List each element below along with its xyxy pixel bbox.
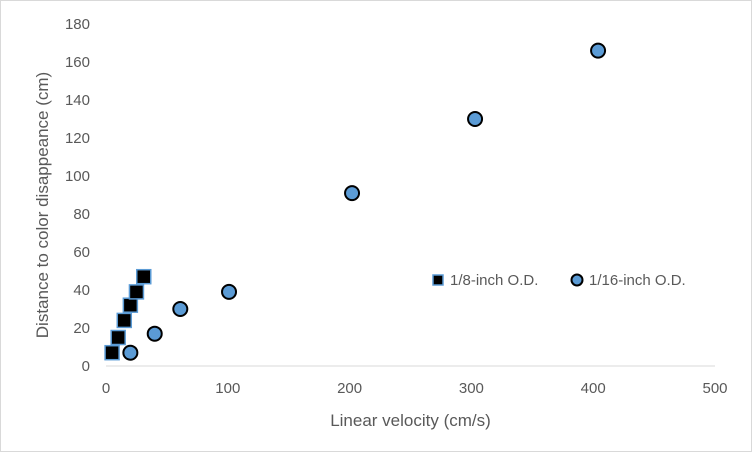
legend-label: 1/16-inch O.D.: [589, 272, 686, 289]
y-tick-label: 60: [73, 244, 90, 261]
data-point-square: [116, 312, 133, 329]
x-tick-label: 100: [215, 380, 240, 397]
legend-label: 1/8-inch O.D.: [450, 272, 538, 289]
data-point-circle: [467, 111, 484, 127]
y-tick-label: 120: [65, 130, 90, 147]
y-tick-label: 0: [82, 358, 90, 375]
legend-marker: [570, 273, 584, 287]
y-tick-label: 80: [73, 206, 90, 223]
data-point-square: [128, 284, 145, 300]
y-tick-label: 100: [65, 168, 90, 185]
y-tick-label: 180: [65, 16, 90, 33]
data-point-square: [136, 268, 152, 285]
x-axis-title: Linear velocity (cm/s): [330, 411, 491, 430]
x-tick-label: 0: [102, 380, 110, 397]
legend-marker: [432, 274, 444, 286]
y-tick-label: 20: [73, 320, 90, 337]
y-axis-title: Distance to color disappeance (cm): [33, 72, 52, 338]
data-point-square: [110, 329, 126, 346]
y-tick-label: 40: [73, 282, 90, 299]
data-point-square: [104, 344, 120, 361]
data-marks: [104, 42, 607, 361]
x-tick-label: 400: [581, 380, 606, 397]
data-point-circle: [146, 325, 163, 342]
data-point-circle: [221, 283, 238, 300]
y-tick-label: 140: [65, 92, 90, 109]
data-point-circle: [590, 42, 607, 59]
axes: 0 100 200 300 400 500 0 20 40 60 80 100 120 140 160 180: [65, 16, 728, 397]
data-point-circle: [172, 301, 189, 317]
x-tick-label: 200: [337, 380, 362, 397]
data-point-circle: [344, 185, 361, 202]
x-tick-label: 500: [702, 380, 727, 397]
legend: 1/8-inch O.D. 1/16-inch O.D.: [432, 272, 686, 289]
data-point-square: [122, 297, 139, 313]
y-tick-label: 160: [65, 54, 90, 71]
data-point-circle: [122, 344, 139, 361]
x-tick-label: 300: [459, 380, 484, 397]
